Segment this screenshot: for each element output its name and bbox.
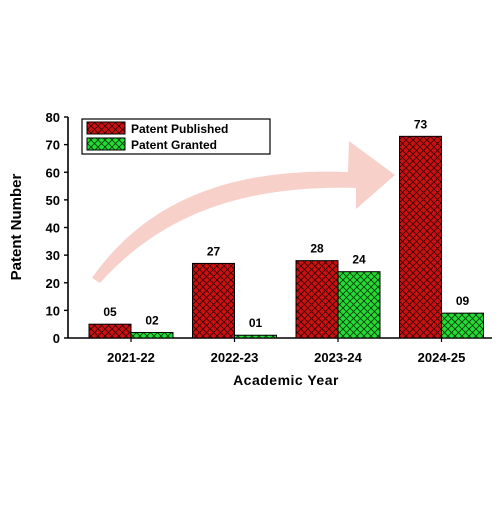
legend-label-published: Patent Published: [131, 122, 228, 136]
legend-swatch-published: [86, 121, 126, 135]
y-tick-label: 10: [46, 303, 60, 318]
bar-value-label-granted: 09: [456, 294, 470, 308]
bar-published: [399, 135, 442, 339]
bar-value-label-published: 73: [414, 117, 428, 131]
x-tick-label: 2024-25: [418, 350, 466, 365]
y-axis-ticks: 0 10 20 30 40 50 60 70 80: [46, 110, 68, 346]
y-tick-label: 40: [46, 221, 60, 236]
legend: Patent Published Patent Granted: [81, 118, 271, 155]
y-tick-label: 30: [46, 248, 60, 263]
x-tick-label: 2023-24: [314, 350, 362, 365]
bar-value-label-published: 27: [207, 244, 221, 258]
bar-value-label-published: 05: [103, 305, 117, 319]
y-tick-label: 70: [46, 138, 60, 153]
bars-group: 05 02 27 01 28 24 73 09: [88, 117, 484, 339]
bar-value-label-published: 28: [310, 242, 324, 256]
x-axis-title: Academic Year: [233, 372, 339, 388]
bar-published: [295, 260, 339, 339]
y-tick-label: 80: [46, 110, 60, 125]
bar-granted: [234, 334, 277, 339]
y-tick-label: 50: [46, 193, 60, 208]
bar-granted: [337, 271, 381, 339]
bar-granted: [130, 331, 174, 339]
y-axis-title: Patent Number: [8, 173, 25, 280]
x-tick-label: 2022-23: [211, 350, 259, 365]
bar-published: [88, 323, 132, 339]
bar-value-label-granted: 02: [145, 313, 159, 327]
bar-published: [192, 262, 235, 339]
x-axis-tick-labels: 2021-22 2022-23 2023-24 2024-25: [107, 338, 465, 365]
y-tick-label: 20: [46, 276, 60, 291]
bar-granted: [441, 312, 484, 339]
y-tick-label: 60: [46, 165, 60, 180]
x-tick-label: 2021-22: [107, 350, 155, 365]
bar-value-label-granted: 01: [249, 316, 263, 330]
bar-value-label-granted: 24: [352, 253, 366, 267]
y-tick-label: 0: [53, 331, 60, 346]
growth-arrow: [92, 141, 395, 283]
legend-label-granted: Patent Granted: [131, 138, 217, 152]
legend-swatch-granted: [86, 137, 126, 151]
